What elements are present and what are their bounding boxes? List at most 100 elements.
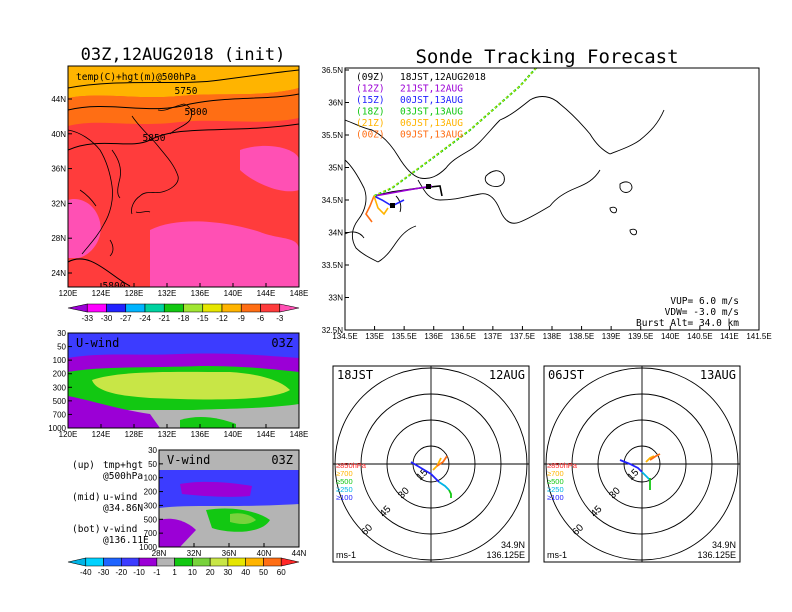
temp-colorbar-label: -27 (120, 314, 132, 323)
map-pink-patch-1 (240, 145, 299, 192)
map-lat-tick-label: 40N (51, 130, 66, 139)
uwind-lon-tick-label: 128E (125, 430, 144, 439)
temp-colorbar-label: -18 (178, 314, 190, 323)
trajectory-15z (373, 195, 405, 207)
uwind-lon-tick-label: 136E (191, 430, 210, 439)
map-pink-patch-3 (68, 198, 101, 258)
map-lat-axis: 44N 40N 36N 32N 28N 24N (51, 95, 72, 278)
vwind-lat-axis: 28N 32N 36N 40N 44N (152, 543, 307, 558)
track-lon-tick-label: 134.5E (332, 332, 357, 341)
hodo-level: ≥850hPa (547, 461, 578, 470)
param-vup: VUP= 6.0 m/s (670, 296, 739, 307)
temp-colorbar-swatch (183, 303, 204, 313)
uwind-title: U-wind (76, 336, 119, 350)
hodo-level: ≥700 (547, 469, 564, 478)
side-note-line2: @34.86N (103, 503, 143, 514)
trajectory-group (365, 68, 538, 223)
hodo-lat: 34.9N (712, 540, 736, 550)
map-lon-tick-label: 124E (92, 289, 111, 298)
temp-colorbar-label: -12 (216, 314, 228, 323)
contour-label: 5800 (103, 281, 126, 292)
map-lat-tick-label: 32N (51, 199, 66, 208)
hodo-trace (448, 489, 452, 498)
side-notes: (up) tmp+hgt @500hPa (mid) u-wind @34.86… (72, 460, 149, 546)
hodo-time: 18JST (337, 368, 373, 382)
temp-colorbar-swatch (106, 303, 127, 313)
map-lat-tick-label: 36N (51, 165, 66, 174)
wind-colorbar-label: 10 (188, 568, 197, 577)
wind-colorbar-label: 50 (259, 568, 268, 577)
trajectory-marker (426, 184, 431, 189)
map-lon-tick-label: 128E (125, 289, 144, 298)
hodo-trace (410, 461, 440, 483)
uwind-upper-easterly (68, 333, 299, 360)
track-lon-tick-label: 138.5E (569, 332, 594, 341)
wind-colorbar-label: -40 (80, 568, 92, 577)
track-lat-tick-label: 34N (328, 229, 343, 238)
hodo-level: ≥850hPa (336, 461, 367, 470)
uwind-lon-tick-label: 120E (59, 430, 78, 439)
vwind-p-tick-label: 50 (148, 460, 157, 469)
v-wind-panel: V-wind 03Z 30 50 100 200 300 500 700 1000 28N 32… (139, 446, 306, 558)
trajectory-21z-low (373, 195, 389, 216)
vwind-lat-tick-label: 40N (257, 549, 272, 558)
uwind-p-tick-label: 100 (53, 356, 67, 365)
map-lon-tick-label: 140E (224, 289, 243, 298)
side-note-line1: v-wind (103, 524, 137, 535)
track-lon-tick-label: 136.5E (451, 332, 476, 341)
trajectory-00z (365, 195, 375, 223)
wind-colorbar-label: 30 (223, 568, 232, 577)
legend-code: (15Z) (356, 95, 385, 106)
vwind-lat-tick-label: 44N (292, 549, 307, 558)
wind-colorbar-label: -30 (98, 568, 110, 577)
map-pink-patch-2 (150, 221, 299, 287)
contour-label: 5750 (175, 86, 198, 97)
wind-colorbar-swatch (227, 557, 246, 567)
map-lon-tick-label: 132E (158, 289, 177, 298)
wind-colorbar-swatch (209, 557, 229, 567)
track-lon-tick-label: 138E (543, 332, 562, 341)
track-lon-tick-label: 139.5E (628, 332, 653, 341)
hodo-trace (438, 481, 450, 491)
wind-colorbar-swatch (85, 557, 104, 567)
vwind-title: V-wind (167, 453, 210, 467)
uwind-pressure-axis: 30 50 100 200 300 500 700 1000 (48, 329, 72, 433)
hodo-level: ≥500 (336, 477, 353, 486)
side-note-line1: u-wind (103, 492, 137, 503)
track-lon-tick-label: 140E (661, 332, 680, 341)
param-vdw: VDW= -3.0 m/s (665, 307, 739, 318)
contour-line (68, 123, 299, 151)
contour-label: 5800 (185, 107, 208, 118)
map-500hpa-panel: 5750 5800 5850 5800 temp(C)+hgt(m)@500hP… (51, 65, 308, 298)
uwind-p-tick-label: 50 (57, 343, 66, 352)
tracking-map-panel: (09Z) 18JST,12AUG2018 (12Z) 21JST,12AUG (15Z… (322, 66, 772, 341)
legend-text: 00JST,13AUG (400, 95, 463, 106)
hodo-lon: 136.125E (486, 550, 525, 560)
legend-code: (18Z) (356, 107, 385, 118)
temp-colorbar-swatch (144, 303, 165, 313)
hodo-level: ≥700 (336, 469, 353, 478)
uwind-p-tick-label: 1000 (48, 424, 66, 433)
temp-colorbar-label: -9 (238, 314, 246, 323)
hodo-trace (649, 453, 661, 461)
uwind-p-tick-label: 300 (53, 383, 67, 392)
uwind-lon-tick-label: 144E (257, 430, 276, 439)
temp-colorbar-swatch (240, 303, 261, 313)
map-frame (67, 65, 300, 288)
vwind-lat-tick-label: 32N (187, 549, 202, 558)
legend-code: (00Z) (356, 130, 385, 141)
contour-line (68, 93, 299, 111)
temp-colorbar-swatch (202, 303, 223, 313)
track-lat-tick-label: 33.5N (322, 261, 344, 270)
legend-text: 06JST,13AUG (400, 118, 463, 129)
contour-line (68, 258, 131, 287)
wind-colorbar-label: -1 (153, 568, 161, 577)
map-lat-tick-label: 24N (51, 269, 66, 278)
trajectory-12z (373, 185, 433, 197)
wind-colorbar-swatch (67, 557, 87, 567)
side-note-key: (bot) (72, 524, 101, 535)
legend-text: 21JST,12AUG (400, 84, 463, 95)
hodo-unit: ms-1 (547, 550, 567, 560)
